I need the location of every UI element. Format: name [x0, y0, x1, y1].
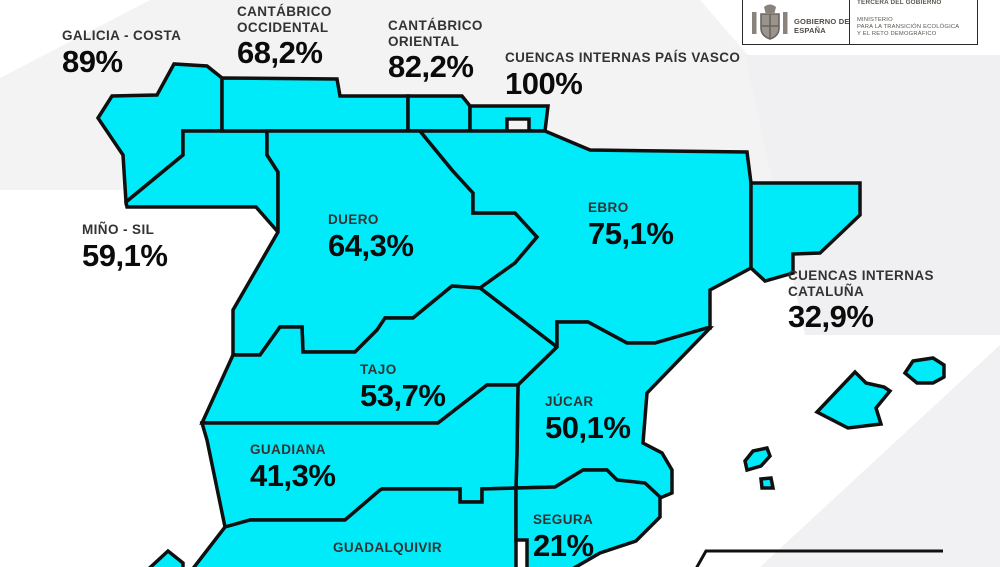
vicepresidencia-label: TERCERA DEL GOBIERNO — [857, 0, 942, 6]
spain-coat-of-arms-icon — [752, 4, 788, 40]
island-shape-formentera — [759, 476, 776, 490]
background-shape — [0, 0, 150, 78]
region-label-jucar: JÚCAR 50,1% — [545, 394, 631, 445]
region-value: 82,2% — [388, 49, 474, 84]
region-label-cantabrico-occidental: CANTÁBRICO OCCIDENTAL 68,2% — [237, 4, 357, 69]
region-shape-guadalquivir — [191, 486, 518, 567]
background-shape — [745, 55, 1000, 335]
region-label-galicia-costa: GALICIA - COSTA 89% — [62, 28, 181, 78]
ministry-line: PARA LA TRANSICIÓN ECOLÓGICA — [857, 24, 960, 31]
region-name: DUERO — [328, 212, 379, 227]
region-shape-cataluna — [749, 181, 862, 283]
region-name: CANTÁBRICO OCCIDENTAL — [237, 4, 332, 35]
island-shape-ibiza — [743, 445, 773, 473]
region-name: JÚCAR — [545, 394, 594, 409]
region-value: 89% — [62, 43, 123, 79]
region-label-duero: DUERO 64,3% — [328, 212, 414, 263]
region-name: CUENCAS INTERNAS CATALUÑA — [788, 268, 934, 299]
region-name: TAJO — [360, 362, 397, 377]
region-value: 50,1% — [545, 409, 631, 445]
region-value: 64,3% — [328, 227, 414, 263]
region-label-segura: SEGURA 21% — [533, 512, 594, 562]
region-value: 41,3% — [250, 457, 336, 493]
region-name: GUADIANA — [250, 442, 326, 457]
ministry-line: Y EL RETO DEMOGRÁFICO — [857, 31, 937, 38]
region-value: 75,1% — [588, 215, 674, 251]
region-name: CUENCAS INTERNAS PAÍS VASCO — [505, 50, 741, 65]
region-value: 59,1% — [82, 237, 168, 273]
background-shape — [760, 345, 1000, 567]
region-shape-cantabrico-oriental — [406, 94, 472, 133]
region-value: 53,7% — [360, 377, 446, 413]
gobierno-logo-plate: GOBIERNO DE ESPAÑA TERCERA DEL GOBIERNO … — [742, 0, 978, 45]
region-shape-coastal-sliver — [148, 548, 185, 567]
region-value: 100% — [505, 65, 583, 101]
region-label-cantabrico-oriental: CANTÁBRICO ORIENTAL 82,2% — [388, 18, 503, 83]
region-name: SEGURA — [533, 512, 594, 527]
logo-divider — [849, 0, 851, 44]
island-shape-mallorca — [814, 369, 893, 430]
region-value: 32,9% — [788, 299, 874, 334]
region-name: EBRO — [588, 200, 629, 215]
region-name: GALICIA - COSTA — [62, 28, 182, 43]
region-label-tajo: TAJO 53,7% — [360, 362, 446, 413]
gobierno-de-espana-label: GOBIERNO DE ESPAÑA — [794, 17, 850, 35]
region-value: 68,2% — [237, 35, 323, 70]
region-label-cataluna: CUENCAS INTERNAS CATALUÑA 32,9% — [788, 268, 938, 333]
region-label-guadalquivir: GUADALQUIVIR — [333, 540, 442, 558]
island-shape-menorca — [902, 356, 946, 385]
region-value: 21% — [533, 527, 594, 563]
ministry-label: MINISTERIO PARA LA TRANSICIÓN ECOLÓGICA … — [857, 17, 975, 39]
region-label-ebro: EBRO 75,1% — [588, 200, 674, 251]
region-shape-segura — [514, 468, 662, 567]
region-label-pais-vasco: CUENCAS INTERNAS PAÍS VASCO 100% — [505, 50, 740, 100]
basin-regions — [95, 62, 946, 567]
region-name: CANTÁBRICO ORIENTAL — [388, 18, 483, 49]
region-label-mino-sil: MIÑO - SIL 59,1% — [82, 222, 168, 273]
region-label-guadiana: GUADIANA 41,3% — [250, 442, 336, 493]
region-name: MIÑO - SIL — [82, 222, 155, 237]
ministry-line: MINISTERIO — [857, 17, 893, 23]
region-name: GUADALQUIVIR — [333, 540, 443, 555]
canary-inset-outline — [695, 549, 943, 567]
